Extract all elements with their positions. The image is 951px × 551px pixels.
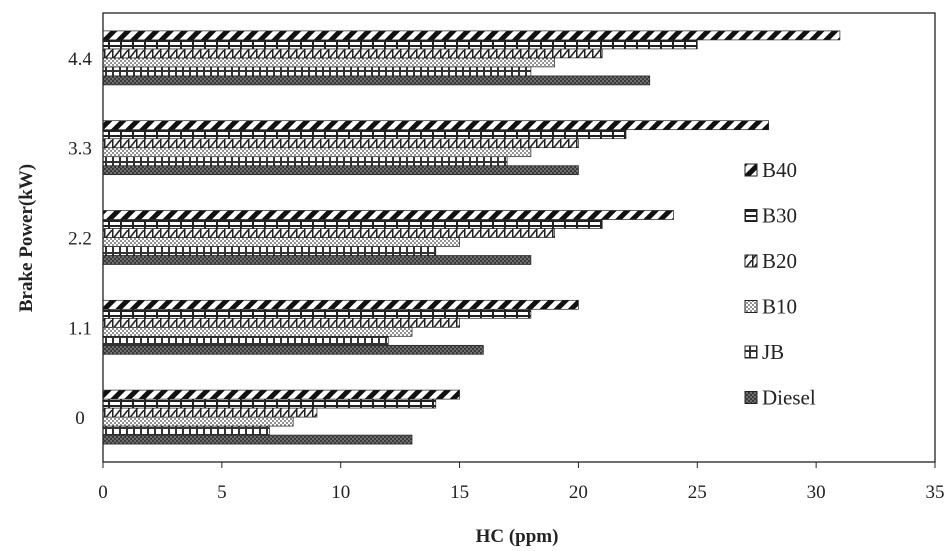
bar-b10-0 [102,416,294,427]
bar-b40-3-3 [102,120,769,131]
legend-swatch-diesel [744,391,758,404]
x-tick-label: 5 [217,482,227,503]
bar-b30-0 [102,398,437,409]
bar-b20-1-1 [102,317,460,328]
legend-swatch-b40 [744,163,758,177]
bar-b20-0 [102,407,318,418]
bar-b20-2-2 [102,228,556,238]
bar-b10-3-3 [102,147,532,158]
bar-jb-0 [102,425,270,436]
bar-jb-2-2 [102,246,437,256]
bar-b10-2-2 [102,237,460,247]
x-tick-label: 10 [331,482,350,503]
bar-b40-0 [102,389,460,400]
legend-swatch-b10 [744,300,758,313]
y-axis-title: Brake Power(kW) [16,164,37,312]
bar-b20-4-4 [102,48,603,59]
bar-diesel-0 [102,434,413,445]
x-tick-label: 0 [98,482,108,503]
y-tick-label: 1.1 [68,318,92,339]
x-tick-label: 15 [450,482,469,503]
bar-diesel-2-2 [102,255,532,265]
x-tick-label: 20 [569,482,588,503]
bar-b10-1-1 [102,326,413,337]
legend-label-b30: B30 [762,204,797,228]
bar-b30-3-3 [102,129,627,140]
bar-b30-2-2 [102,219,603,229]
x-tick-label: 30 [807,482,826,503]
legend-label-b10: B10 [762,295,797,319]
bar-b20-3-3 [102,138,579,149]
y-tick-label: 0 [75,408,85,429]
x-axis-title: HC (ppm) [476,526,559,547]
legend-label-b40: B40 [762,158,797,182]
y-tick-label: 3.3 [68,139,92,160]
x-tick-label: 25 [688,482,707,503]
bar-b40-2-2 [102,210,674,220]
bar-diesel-1-1 [102,344,484,355]
bar-b30-1-1 [102,308,532,319]
legend-label-diesel: Diesel [762,386,816,410]
plot-area [102,30,841,445]
axes: 0 1.1 2.2 3.3 4.4 0 5 10 15 20 25 30 35 [68,12,945,503]
plot-frame [102,12,936,463]
legend-label-jb: JB [762,340,784,364]
y-tick-label: 2.2 [68,229,92,250]
bar-jb-1-1 [102,335,389,346]
legend-swatch-b20 [744,254,758,268]
bar-diesel-4-4 [102,75,651,86]
bar-b40-1-1 [102,299,579,310]
bar-b30-4-4 [102,39,698,50]
bar-b10-4-4 [102,57,556,68]
legend-label-b20: B20 [762,249,797,273]
legend: B40 B30 B20 B10 JB Diesel [744,158,816,410]
legend-swatch-b30 [744,209,758,222]
bar-jb-3-3 [102,156,508,167]
bar-jb-4-4 [102,66,532,77]
bar-b40-4-4 [102,30,841,41]
bar-diesel-3-3 [102,165,579,176]
x-tick-label: 35 [926,482,945,503]
y-tick-label: 4.4 [68,49,92,70]
legend-swatch-jb [744,345,758,359]
